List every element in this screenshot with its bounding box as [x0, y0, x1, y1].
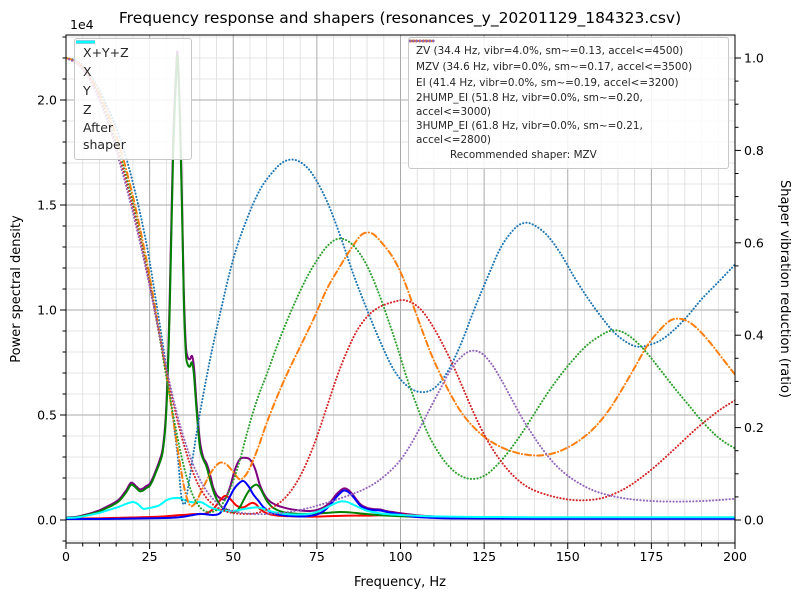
curve-y	[66, 54, 735, 520]
legend-psd-item-label: X	[83, 64, 92, 80]
legend-shaper-item: 2HUMP_EI (51.8 Hz, vibr=0.0%, sm~=0.20, …	[409, 39, 721, 119]
legend-shaper-item-label: MZV (34.6 Hz, vibr=0.0%, sm~=0.17, accel…	[416, 60, 693, 73]
legend-shaper-item-label: EI (41.4 Hz, vibr=0.0%, sm~=0.19, accel<…	[416, 76, 679, 89]
y-right-axis-label: Shaper vibration reduction (ratio)	[777, 180, 792, 398]
svg-text:2.0: 2.0	[37, 93, 57, 108]
legend-psd-item-label: Y	[83, 83, 91, 99]
svg-text:0.8: 0.8	[744, 143, 764, 158]
legend-psd: X+Y+Z X Y Z After shaper	[74, 38, 192, 160]
x-axis-label: Frequency, Hz	[354, 575, 446, 590]
svg-text:125: 125	[472, 549, 496, 564]
legend-recommended-shaper-label: Recommended shaper: MZV	[450, 149, 597, 162]
svg-text:150: 150	[556, 549, 580, 564]
legend-shaper-item-label: ZV (34.4 Hz, vibr=4.0%, sm~=0.13, accel<…	[416, 44, 684, 57]
svg-text:0.4: 0.4	[744, 328, 764, 343]
curve-3hump-ei	[66, 57, 735, 516]
svg-text:0.0: 0.0	[744, 513, 764, 528]
legend-line-sample	[76, 40, 95, 44]
legend-psd-item: X	[76, 40, 183, 82]
svg-text:200: 200	[723, 549, 747, 564]
legend-shaper-item: ZV (34.4 Hz, vibr=4.0%, sm~=0.13, accel<…	[409, 39, 721, 59]
curve-after-shaper	[66, 496, 735, 519]
legend-shaper-item-label: 2HUMP_EI (51.8 Hz, vibr=0.0%, sm~=0.20, …	[416, 92, 643, 119]
tick-labels: 0 25 50 75 100 125 150 175 200 0.0 0.5 1.0 1.5 2.0 0.0…	[37, 51, 764, 565]
svg-text:1.5: 1.5	[37, 198, 57, 213]
svg-text:0.2: 0.2	[744, 420, 764, 435]
legend-psd-item: Y	[76, 40, 183, 101]
legend-shaper-item: 3HUMP_EI (61.8 Hz, vibr=0.0%, sm~=0.21, …	[409, 39, 721, 147]
legend-psd-item: Z	[76, 40, 183, 120]
svg-text:0.5: 0.5	[37, 408, 57, 423]
curves	[66, 50, 735, 520]
legend-shapers: ZV (34.4 Hz, vibr=4.0%, sm~=0.13, accel<…	[408, 37, 729, 170]
legend-psd-item: After shaper	[76, 40, 183, 154]
legend-psd-item-label: After shaper	[83, 120, 126, 152]
y-left-axis-label: Power spectral density	[9, 215, 24, 363]
legend-psd-item: X+Y+Z	[76, 40, 183, 63]
y-left-offset-text: 1e4	[70, 17, 94, 32]
curve-z	[66, 479, 735, 520]
curve-2hump-ei	[66, 57, 735, 516]
svg-text:100: 100	[389, 549, 413, 564]
legend-recommended-shaper: Recommended shaper: MZV	[416, 147, 721, 163]
svg-text:0.0: 0.0	[37, 513, 57, 528]
legend-psd-item-label: Z	[83, 102, 92, 118]
svg-text:1.0: 1.0	[744, 51, 764, 66]
svg-text:50: 50	[225, 549, 241, 564]
svg-text:75: 75	[309, 549, 325, 564]
legend-shaper-item-label: 3HUMP_EI (61.8 Hz, vibr=0.0%, sm~=0.21, …	[416, 120, 643, 147]
svg-text:0.6: 0.6	[744, 235, 764, 250]
legend-shaper-item: MZV (34.6 Hz, vibr=0.0%, sm~=0.17, accel…	[409, 39, 721, 75]
chart-title: Frequency response and shapers (resonanc…	[119, 9, 681, 28]
curve-ei	[66, 57, 735, 514]
legend-shaper-item: EI (41.4 Hz, vibr=0.0%, sm~=0.19, accel<…	[409, 39, 721, 91]
legend-line-sample	[409, 39, 435, 43]
svg-text:1.0: 1.0	[37, 303, 57, 318]
svg-text:25: 25	[142, 549, 158, 564]
curve-mzv	[66, 57, 735, 508]
svg-text:175: 175	[639, 549, 663, 564]
legend-psd-item-label: X+Y+Z	[83, 45, 129, 61]
svg-text:0: 0	[62, 549, 70, 564]
tick-marks	[60, 36, 741, 549]
